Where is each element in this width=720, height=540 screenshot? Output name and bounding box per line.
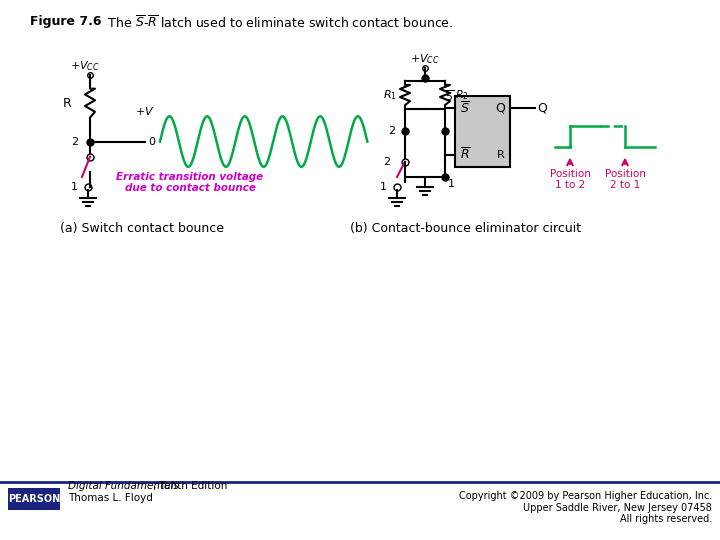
Text: Q: Q bbox=[495, 102, 505, 114]
Text: Erratic transition voltage
due to contact bounce: Erratic transition voltage due to contac… bbox=[117, 172, 264, 193]
Text: $+V_{CC}$: $+V_{CC}$ bbox=[70, 59, 100, 73]
Text: The $\overline{S}$-$\overline{R}$ latch used to eliminate switch contact bounce.: The $\overline{S}$-$\overline{R}$ latch … bbox=[100, 15, 454, 31]
Text: $R_2$: $R_2$ bbox=[455, 88, 469, 102]
Bar bbox=[8, 488, 60, 510]
Text: PEARSON: PEARSON bbox=[8, 494, 60, 504]
Text: , Tenth Edition: , Tenth Edition bbox=[153, 481, 228, 491]
Text: $R_1$: $R_1$ bbox=[383, 88, 397, 102]
Text: Position
1 to 2: Position 1 to 2 bbox=[549, 169, 590, 191]
Text: Q: Q bbox=[537, 102, 547, 114]
Text: $\overline{R}$: $\overline{R}$ bbox=[460, 147, 471, 163]
Text: Thomas L. Floyd: Thomas L. Floyd bbox=[68, 493, 153, 503]
Text: 0: 0 bbox=[148, 137, 155, 146]
Text: (b) Contact-bounce eliminator circuit: (b) Contact-bounce eliminator circuit bbox=[350, 222, 581, 235]
Text: 2: 2 bbox=[388, 126, 395, 137]
Text: 1: 1 bbox=[448, 179, 455, 189]
Text: $\overline{5}$: $\overline{5}$ bbox=[446, 89, 454, 103]
Text: 1: 1 bbox=[71, 182, 78, 192]
Text: 1: 1 bbox=[380, 182, 387, 192]
Text: $+V_{CC}$: $+V_{CC}$ bbox=[410, 52, 440, 66]
Text: $\overline{S}$: $\overline{S}$ bbox=[460, 100, 470, 116]
Bar bbox=[455, 96, 510, 167]
Text: Figure 7.6: Figure 7.6 bbox=[30, 15, 102, 28]
Text: Copyright ©2009 by Pearson Higher Education, Inc.
Upper Saddle River, New Jersey: Copyright ©2009 by Pearson Higher Educat… bbox=[459, 491, 712, 524]
Text: 2: 2 bbox=[383, 157, 390, 167]
Text: Digital Fundamentals: Digital Fundamentals bbox=[68, 481, 179, 491]
Text: R: R bbox=[498, 150, 505, 160]
Text: $+V$: $+V$ bbox=[135, 105, 155, 117]
Text: R: R bbox=[63, 97, 72, 110]
Text: (a) Switch contact bounce: (a) Switch contact bounce bbox=[60, 222, 224, 235]
Text: Position
2 to 1: Position 2 to 1 bbox=[605, 169, 645, 191]
Text: 2: 2 bbox=[71, 137, 78, 146]
